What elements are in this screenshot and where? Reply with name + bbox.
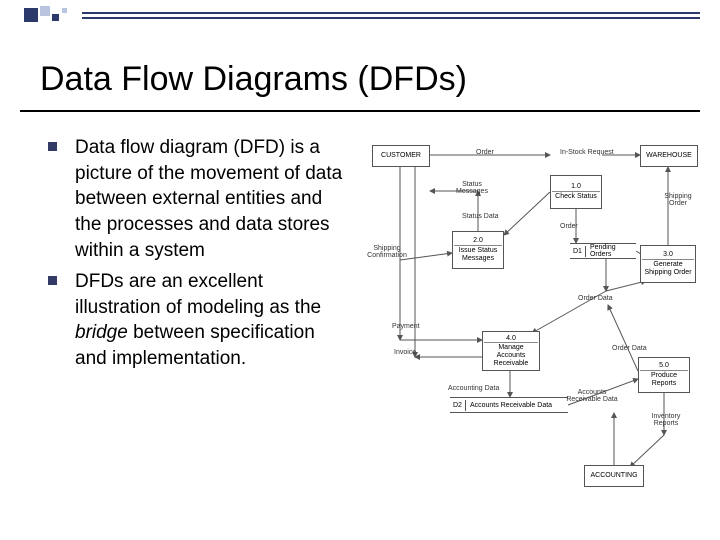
flow-label: Order [476,149,494,156]
entity-label: CUSTOMER [381,152,421,160]
deco-square [62,8,67,13]
process-2: 2.0Issue Status Messages [452,231,504,269]
dfd-diagram: CUSTOMER WAREHOUSE ACCOUNTING 1.0Check S… [360,135,708,495]
flow-label: Status Messages [452,181,492,196]
process-number: 5.0 [640,362,688,371]
slide-top-decoration [0,0,720,36]
process-label: Manage Accounts Receivable [484,344,538,367]
bullet-text-italic: bridge [75,322,128,343]
flow-label: Order [560,223,578,230]
datastore-d2: D2 Accounts Receivable Data [450,397,568,413]
deco-square [24,8,38,22]
datastore-tag: D1 [570,246,586,257]
bullet-item: DFDs are an excellent illustration of mo… [48,269,348,372]
process-label: Check Status [555,193,597,201]
process-number: 1.0 [552,183,600,192]
bullet-text: Data flow diagram (DFD) is a picture of … [75,135,348,263]
bullet-marker-icon [48,142,57,151]
entity-label: WAREHOUSE [646,152,692,160]
process-number: 3.0 [642,251,694,260]
process-label: Generate Shipping Order [642,261,694,276]
flow-label: Shipping Order [658,193,698,208]
flow-label: Payment [392,323,420,330]
process-number: 4.0 [484,335,538,344]
deco-line [82,12,700,14]
entity-accounting: ACCOUNTING [584,465,644,487]
datastore-tag: D2 [450,400,466,411]
entity-label: ACCOUNTING [590,472,637,480]
entity-customer: CUSTOMER [372,145,430,167]
slide-title: Data Flow Diagrams (DFDs) [40,60,467,99]
process-4: 4.0Manage Accounts Receivable [482,331,540,371]
entity-warehouse: WAREHOUSE [640,145,698,167]
diagram-arrows [360,135,708,495]
datastore-label: Accounts Receivable Data [466,400,556,411]
flow-label: Accounts Receivable Data [562,389,622,404]
process-3: 3.0Generate Shipping Order [640,245,696,283]
deco-square [40,6,50,16]
flow-label: Shipping Confirmation [360,245,414,260]
process-1: 1.0Check Status [550,175,602,209]
flow-label: Status Data [462,213,499,220]
flow-label: Inventory Reports [644,413,688,428]
title-underline [20,110,700,112]
deco-line [82,17,700,19]
bullet-item: Data flow diagram (DFD) is a picture of … [48,135,348,263]
process-label: Produce Reports [640,372,688,387]
process-number: 2.0 [454,237,502,246]
datastore-label: Pending Orders [586,242,636,260]
flow-label: Accounting Data [448,385,499,392]
process-label: Issue Status Messages [454,247,502,262]
process-5: 5.0Produce Reports [638,357,690,393]
bullet-marker-icon [48,276,57,285]
bullet-text: DFDs are an excellent illustration of mo… [75,269,348,372]
flow-label: Order Data [612,345,647,352]
datastore-d1: D1 Pending Orders [570,243,636,259]
bullet-list: Data flow diagram (DFD) is a picture of … [48,135,348,378]
flow-label: Invoice [394,349,416,356]
bullet-text-pre: DFDs are an excellent illustration of mo… [75,271,321,318]
flow-label: Order Data [578,295,613,302]
deco-square [52,14,59,21]
flow-label: In-Stock Request [560,149,614,156]
